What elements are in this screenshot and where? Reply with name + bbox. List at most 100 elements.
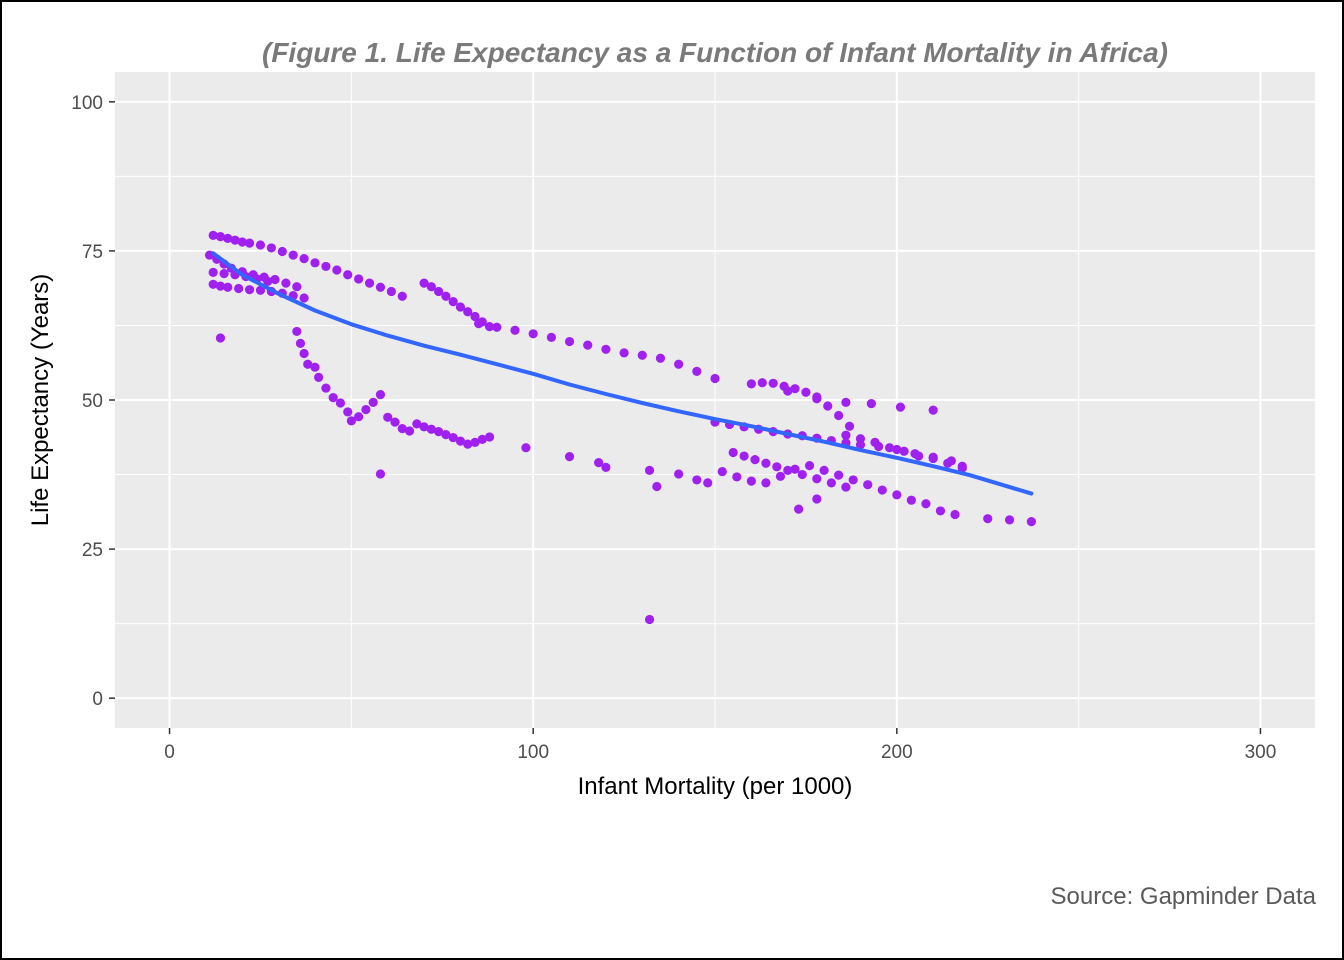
grid-major	[115, 72, 1315, 728]
data-point	[739, 451, 749, 461]
data-point	[594, 458, 604, 468]
data-point	[434, 286, 444, 297]
data-point	[884, 443, 895, 453]
data-point	[928, 405, 938, 415]
data-point	[844, 421, 855, 431]
data-point	[601, 462, 611, 472]
data-point	[841, 397, 851, 407]
data-point	[863, 480, 873, 490]
data-point	[426, 424, 436, 434]
data-point	[295, 338, 306, 348]
y-tick-label: 100	[71, 93, 103, 114]
data-point	[812, 392, 822, 402]
data-point	[950, 509, 960, 520]
data-point	[812, 474, 822, 484]
data-point	[266, 243, 276, 253]
data-point	[281, 278, 291, 288]
data-point	[801, 387, 811, 397]
data-point	[277, 246, 287, 257]
source-caption: Source: Gapminder Data	[1051, 883, 1317, 910]
data-point	[692, 366, 702, 376]
data-point	[426, 282, 436, 292]
data-point	[375, 469, 386, 479]
data-point	[215, 281, 226, 291]
data-point	[935, 506, 946, 516]
data-point	[895, 402, 906, 412]
data-point	[219, 268, 229, 279]
smooth-trend-line	[211, 251, 1034, 496]
data-point	[270, 274, 280, 285]
y-tick-label: 0	[92, 689, 103, 710]
data-point	[644, 465, 655, 475]
data-point	[419, 422, 429, 432]
x-axis: 0 100 200 300	[164, 728, 1276, 763]
data-point	[244, 238, 255, 248]
data-point	[892, 490, 902, 500]
data-point	[343, 270, 353, 280]
data-point	[877, 485, 887, 495]
data-point	[448, 432, 458, 443]
data-point	[703, 478, 713, 488]
data-point	[775, 471, 786, 481]
data-point	[583, 340, 593, 350]
data-point	[772, 462, 782, 472]
chart-title: (Figure 1. Life Expectancy as a Function…	[262, 37, 1168, 68]
data-point	[386, 286, 396, 297]
data-point	[404, 426, 415, 436]
data-point	[761, 478, 771, 488]
data-point	[841, 482, 851, 492]
x-tick-label: 300	[1245, 742, 1277, 763]
data-point	[855, 440, 866, 450]
data-point	[906, 495, 916, 505]
data-point	[757, 378, 767, 388]
data-point	[510, 325, 520, 335]
data-point	[746, 476, 756, 486]
data-point	[834, 410, 844, 421]
y-axis-title: Life Expectancy (Years)	[27, 274, 54, 527]
data-point	[652, 481, 662, 492]
y-tick-label: 25	[82, 540, 103, 561]
data-point	[292, 326, 302, 337]
data-point	[383, 412, 393, 422]
data-point	[234, 283, 244, 294]
data-point	[692, 475, 702, 485]
data-point	[208, 267, 218, 277]
data-point	[521, 443, 531, 453]
data-point	[779, 381, 789, 391]
data-point	[528, 329, 538, 339]
data-point	[874, 441, 884, 452]
data-point	[546, 332, 556, 342]
data-point	[823, 401, 833, 411]
data-point	[783, 465, 793, 475]
data-point	[244, 285, 255, 295]
data-point	[397, 424, 407, 434]
data-point	[368, 397, 378, 407]
data-point	[390, 417, 400, 427]
data-point	[790, 384, 800, 394]
data-point	[412, 419, 422, 429]
data-point	[794, 504, 804, 514]
data-point	[768, 378, 778, 388]
data-point	[899, 446, 909, 456]
data-point	[364, 278, 375, 288]
data-point	[419, 278, 429, 288]
data-point	[463, 439, 473, 449]
data-point	[921, 499, 931, 509]
data-point	[310, 362, 320, 372]
data-point	[637, 350, 647, 360]
data-point	[237, 237, 247, 247]
data-point	[946, 456, 956, 466]
data-point	[288, 250, 298, 260]
data-point	[710, 373, 720, 384]
data-point	[484, 432, 495, 442]
data-point	[310, 258, 320, 268]
data-point	[375, 282, 386, 292]
data-point	[790, 464, 800, 474]
data-point	[299, 348, 309, 359]
data-point	[957, 461, 967, 471]
data-point	[441, 291, 451, 301]
data-point	[826, 478, 836, 488]
data-point	[354, 274, 364, 284]
data-point	[215, 231, 226, 242]
data-point	[361, 404, 371, 415]
